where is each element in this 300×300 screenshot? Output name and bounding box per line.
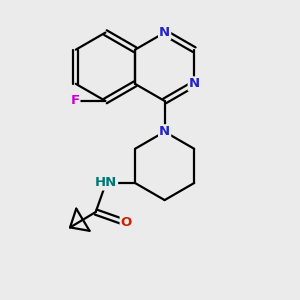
Text: HN: HN — [95, 176, 117, 190]
Text: N: N — [159, 125, 170, 138]
Text: N: N — [189, 77, 200, 90]
Text: F: F — [70, 94, 80, 107]
Text: O: O — [121, 216, 132, 229]
Text: N: N — [159, 26, 170, 39]
